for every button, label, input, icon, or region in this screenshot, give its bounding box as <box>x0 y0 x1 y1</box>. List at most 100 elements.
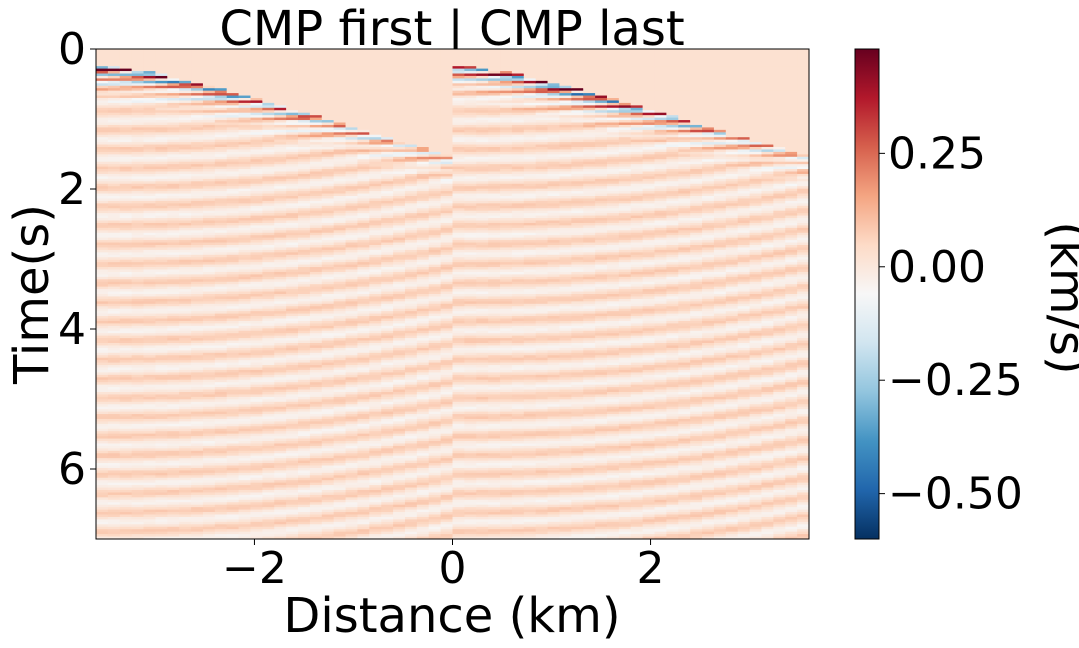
amplitude-cell <box>214 460 228 464</box>
amplitude-cell <box>238 362 251 366</box>
amplitude-cell <box>202 516 216 520</box>
amplitude-cell <box>143 66 156 70</box>
amplitude-cell <box>119 416 133 420</box>
amplitude-cell <box>226 406 240 410</box>
amplitude-cell <box>250 379 263 383</box>
amplitude-cell <box>143 472 156 476</box>
amplitude-cell <box>143 49 156 52</box>
amplitude-cell <box>202 521 216 525</box>
amplitude-cell <box>131 271 145 275</box>
amplitude-cell <box>155 151 168 155</box>
amplitude-cell <box>179 296 192 300</box>
amplitude-cell <box>191 311 204 315</box>
amplitude-cell <box>214 320 228 324</box>
amplitude-cell <box>96 181 109 185</box>
amplitude-cell <box>179 367 192 371</box>
amplitude-cell <box>131 286 145 290</box>
amplitude-cell <box>262 426 275 430</box>
amplitude-cell <box>250 374 263 378</box>
amplitude-cell <box>96 379 109 383</box>
amplitude-cell <box>202 445 216 449</box>
amplitude-cell <box>107 200 121 204</box>
amplitude-cell <box>143 480 156 484</box>
amplitude-cell <box>107 183 121 187</box>
amplitude-cell <box>155 308 168 312</box>
amplitude-cell <box>107 203 121 207</box>
amplitude-cell <box>107 401 121 405</box>
amplitude-cell <box>131 360 145 364</box>
amplitude-cell <box>119 296 133 300</box>
amplitude-cell <box>179 274 192 278</box>
amplitude-cell <box>131 51 145 55</box>
amplitude-cell <box>107 267 121 270</box>
amplitude-cell <box>214 438 228 442</box>
amplitude-cell <box>191 291 204 295</box>
amplitude-cell <box>226 296 240 300</box>
amplitude-cell <box>274 154 287 158</box>
amplitude-cell <box>250 409 263 413</box>
amplitude-cell <box>250 516 263 520</box>
amplitude-cell <box>167 311 180 315</box>
amplitude-cell <box>155 428 168 432</box>
amplitude-cell <box>179 164 192 168</box>
amplitude-cell <box>96 205 109 209</box>
amplitude-cell <box>226 519 240 523</box>
amplitude-cell <box>131 399 145 403</box>
amplitude-cell <box>143 345 156 349</box>
amplitude-cell <box>191 279 204 283</box>
amplitude-cell <box>179 379 192 383</box>
amplitude-cell <box>202 85 216 89</box>
amplitude-cell <box>167 458 180 462</box>
amplitude-cell <box>107 306 121 310</box>
amplitude-cell <box>191 492 204 496</box>
amplitude-cell <box>119 222 133 226</box>
amplitude-cell <box>202 269 216 273</box>
amplitude-cell <box>179 83 192 87</box>
amplitude-cell <box>238 494 251 498</box>
amplitude-cell <box>119 411 133 415</box>
amplitude-cell <box>262 458 275 462</box>
amplitude-cell <box>143 431 156 435</box>
amplitude-cell <box>119 536 133 539</box>
amplitude-cell <box>155 445 168 449</box>
amplitude-cell <box>250 448 263 452</box>
amplitude-cell <box>238 51 251 55</box>
amplitude-cell <box>131 536 145 539</box>
amplitude-cell <box>96 514 109 518</box>
amplitude-cell <box>96 164 109 168</box>
amplitude-cell <box>96 274 109 278</box>
amplitude-cell <box>107 286 121 290</box>
amplitude-cell <box>119 78 133 82</box>
amplitude-cell <box>274 313 287 317</box>
amplitude-cell <box>96 247 109 251</box>
amplitude-cell <box>131 512 145 515</box>
amplitude-cell <box>155 298 168 302</box>
amplitude-cell <box>274 100 287 104</box>
amplitude-cell <box>226 485 240 489</box>
amplitude-cell <box>262 409 275 413</box>
amplitude-cell <box>191 93 204 97</box>
amplitude-cell <box>167 215 180 219</box>
amplitude-cell <box>179 340 192 344</box>
amplitude-cell <box>250 83 263 87</box>
amplitude-cell <box>238 433 251 437</box>
amplitude-cell <box>96 448 109 452</box>
amplitude-cell <box>214 222 228 226</box>
amplitude-cell <box>119 369 133 373</box>
amplitude-cell <box>96 306 109 310</box>
amplitude-cell <box>250 107 263 111</box>
amplitude-cell <box>238 379 251 383</box>
amplitude-cell <box>119 80 133 84</box>
amplitude-cell <box>119 61 133 65</box>
amplitude-cell <box>167 431 180 435</box>
amplitude-cell <box>202 335 216 339</box>
amplitude-cell <box>274 245 287 248</box>
amplitude-cell <box>226 374 240 378</box>
amplitude-cell <box>96 169 109 172</box>
amplitude-cell <box>226 507 240 511</box>
amplitude-cell <box>155 107 168 111</box>
amplitude-cell <box>238 450 251 454</box>
amplitude-cell <box>250 308 263 312</box>
amplitude-cell <box>107 477 121 481</box>
amplitude-cell <box>202 134 216 138</box>
